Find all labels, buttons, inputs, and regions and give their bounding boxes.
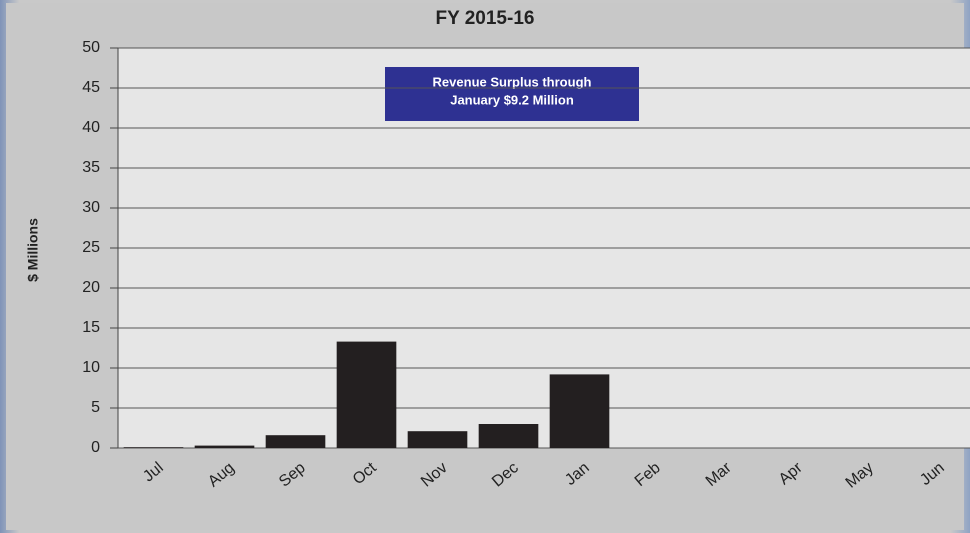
- chart-title: FY 2015-16: [436, 8, 535, 29]
- y-tick-label: 0: [91, 439, 100, 456]
- y-tick-label: 40: [82, 119, 100, 136]
- bar: [194, 445, 255, 448]
- y-axis-label: $ Millions: [25, 218, 41, 282]
- bar: [265, 435, 326, 448]
- y-tick-label: 30: [82, 199, 100, 216]
- annotation-box: [385, 67, 639, 121]
- y-tick-label: 10: [82, 359, 100, 376]
- annotation: January $9.2 Million: [450, 92, 574, 107]
- y-tick-label: 35: [82, 159, 100, 176]
- annotation: Revenue Surplus through: [433, 74, 592, 89]
- bar: [123, 447, 184, 448]
- y-tick-label: 25: [82, 239, 100, 256]
- y-tick-label: 45: [82, 79, 100, 96]
- bar: [549, 374, 610, 448]
- y-tick-label: 20: [82, 279, 100, 296]
- y-tick-label: 5: [91, 399, 100, 416]
- bar: [407, 431, 468, 448]
- bar: [336, 341, 397, 448]
- y-tick-label: 50: [82, 39, 100, 56]
- y-tick-label: 15: [82, 319, 100, 336]
- bar: [478, 424, 539, 448]
